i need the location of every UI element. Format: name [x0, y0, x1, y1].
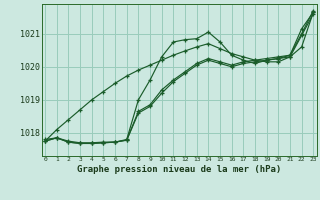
X-axis label: Graphe pression niveau de la mer (hPa): Graphe pression niveau de la mer (hPa): [77, 165, 281, 174]
